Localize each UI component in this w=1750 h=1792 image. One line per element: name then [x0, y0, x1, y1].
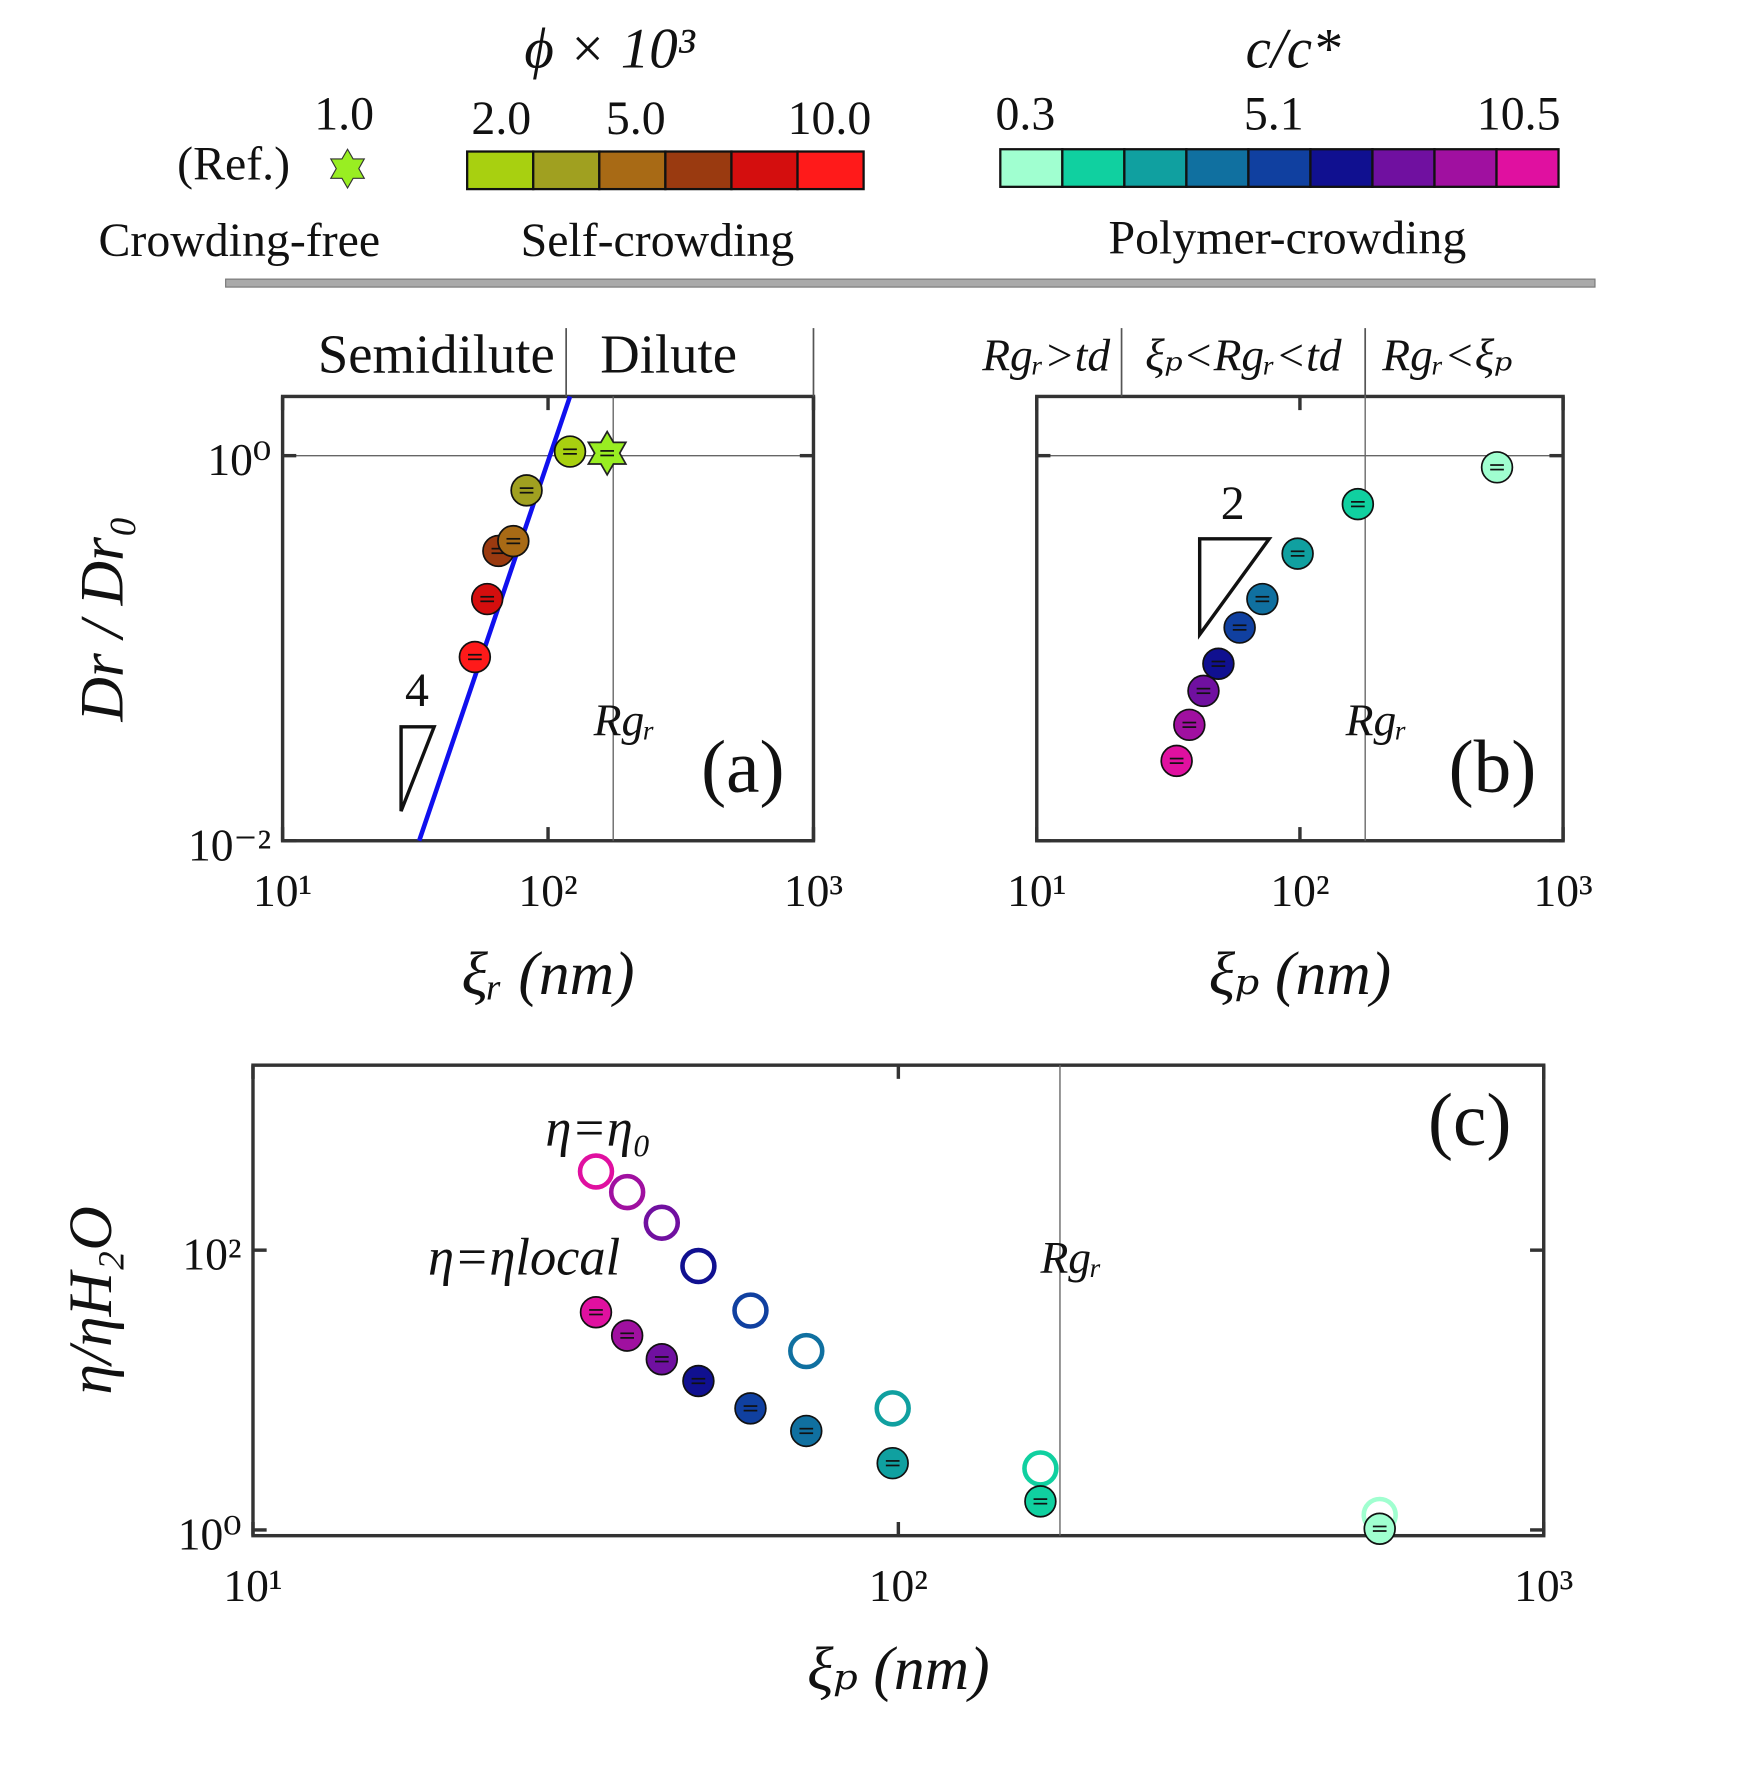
colorbar-cell [1123, 148, 1188, 188]
open-marker [1022, 1450, 1059, 1487]
marker [876, 1446, 909, 1480]
marker [510, 474, 543, 507]
colorbar-cell [664, 150, 733, 191]
marker [1480, 451, 1514, 484]
regime-label: Semidilute [318, 324, 555, 385]
marker [1341, 487, 1375, 521]
colorbar-cell [1495, 148, 1560, 188]
y-tick-label: 10⁰ [178, 1509, 242, 1560]
y-axis-label: Dr / Dr₀ [68, 516, 136, 723]
marker [734, 1392, 767, 1425]
x-tick-label: 10³ [784, 865, 843, 916]
colorbar-cell [730, 150, 799, 191]
marker [1024, 1485, 1057, 1518]
c-title: c/c* [1246, 18, 1341, 81]
ref-star [329, 148, 366, 190]
phi-tick: 10.0 [788, 92, 872, 145]
c-tick: 0.3 [995, 87, 1055, 140]
regime-label: ξₚ<Rgᵣ<td [1145, 329, 1342, 380]
reference-label: Rgᵣ [1345, 695, 1408, 746]
phi-title: ϕ × 10³ [524, 18, 695, 81]
y-tick-label: 10⁰ [207, 434, 271, 485]
c-tick: 5.1 [1244, 87, 1304, 140]
phi-tick: 5.0 [606, 92, 666, 145]
x-axis-label: ξₚ (nm) [807, 1635, 989, 1703]
marker [470, 582, 504, 616]
colorbar-cell [1371, 148, 1436, 188]
colorbar-cell [532, 150, 601, 191]
marker [1173, 708, 1206, 742]
colorbar-cell [598, 150, 667, 191]
colorbar-cell [796, 150, 865, 191]
open-marker [643, 1204, 681, 1241]
marker [579, 1295, 613, 1329]
marker [1363, 1512, 1396, 1545]
ref-value: 1.0 [314, 87, 374, 140]
marker [790, 1414, 823, 1448]
marker [645, 1343, 679, 1376]
regime-label: Dilute [600, 324, 737, 385]
marker [553, 435, 587, 468]
panel-label: (a) [701, 726, 784, 809]
fit-line [417, 395, 573, 842]
open-marker [788, 1332, 825, 1370]
panel-label: (b) [1449, 726, 1537, 809]
marker [682, 1364, 715, 1398]
colorbar-cell [466, 150, 535, 191]
series-label: η=η₀ [545, 1100, 651, 1158]
open-marker [680, 1247, 717, 1285]
c-tick: 10.5 [1477, 87, 1561, 140]
marker [1202, 647, 1235, 681]
open-marker [732, 1292, 769, 1329]
marker [497, 524, 530, 558]
marker [1246, 582, 1279, 616]
x-tick-label: 10² [1270, 865, 1329, 916]
marker [1281, 537, 1314, 570]
x-tick-label: 10³ [1514, 1560, 1573, 1611]
open-marker [874, 1390, 911, 1427]
colorbar-cell [999, 148, 1064, 188]
y-axis-label: η/ηH₂O [57, 1206, 125, 1394]
star-marker [586, 429, 628, 477]
group-label: Self-crowding [521, 214, 795, 267]
colorbar-cell [1433, 148, 1498, 188]
colorbar-cell [1185, 148, 1250, 188]
x-axis-label: ξₚ (nm) [1209, 940, 1391, 1008]
panel-label: (c) [1428, 1079, 1511, 1162]
slope-label: 4 [405, 664, 429, 717]
marker [458, 640, 492, 674]
slope-triangle [399, 725, 437, 812]
colorbar-cell [1061, 148, 1126, 188]
group-label: Polymer-crowding [1109, 212, 1467, 265]
x-tick-label: 10¹ [1007, 865, 1066, 916]
x-tick-label: 10² [869, 1560, 928, 1611]
marker [610, 1319, 644, 1352]
reference-label: Rgᵣ [593, 695, 656, 746]
marker [1160, 744, 1193, 778]
regime-label: Rgᵣ<ξₚ [1381, 329, 1512, 380]
open-marker [577, 1153, 615, 1190]
series-label: η=ηlocal [428, 1228, 620, 1286]
y-tick-label: 10² [182, 1229, 241, 1280]
open-marker [608, 1173, 646, 1211]
separator [225, 278, 1596, 288]
group-label: Crowding-free [99, 214, 381, 267]
slope-triangle [1197, 537, 1273, 640]
marker [1223, 611, 1256, 644]
reference-label: Rgᵣ [1039, 1232, 1102, 1283]
slope-label: 2 [1221, 477, 1245, 530]
colorbar-cell [1247, 148, 1312, 188]
ref-label: (Ref.) [177, 138, 290, 191]
x-tick-label: 10³ [1533, 865, 1592, 916]
x-tick-label: 10¹ [253, 865, 312, 916]
x-tick-label: 10² [518, 865, 577, 916]
phi-tick: 2.0 [471, 92, 531, 145]
regime-label: Rgᵣ>td [981, 329, 1110, 380]
x-axis-label: ξᵣ (nm) [462, 940, 635, 1008]
marker [1187, 674, 1220, 708]
y-tick-label: 10⁻² [188, 819, 271, 870]
colorbar-cell [1309, 148, 1374, 188]
x-tick-label: 10¹ [223, 1560, 282, 1611]
